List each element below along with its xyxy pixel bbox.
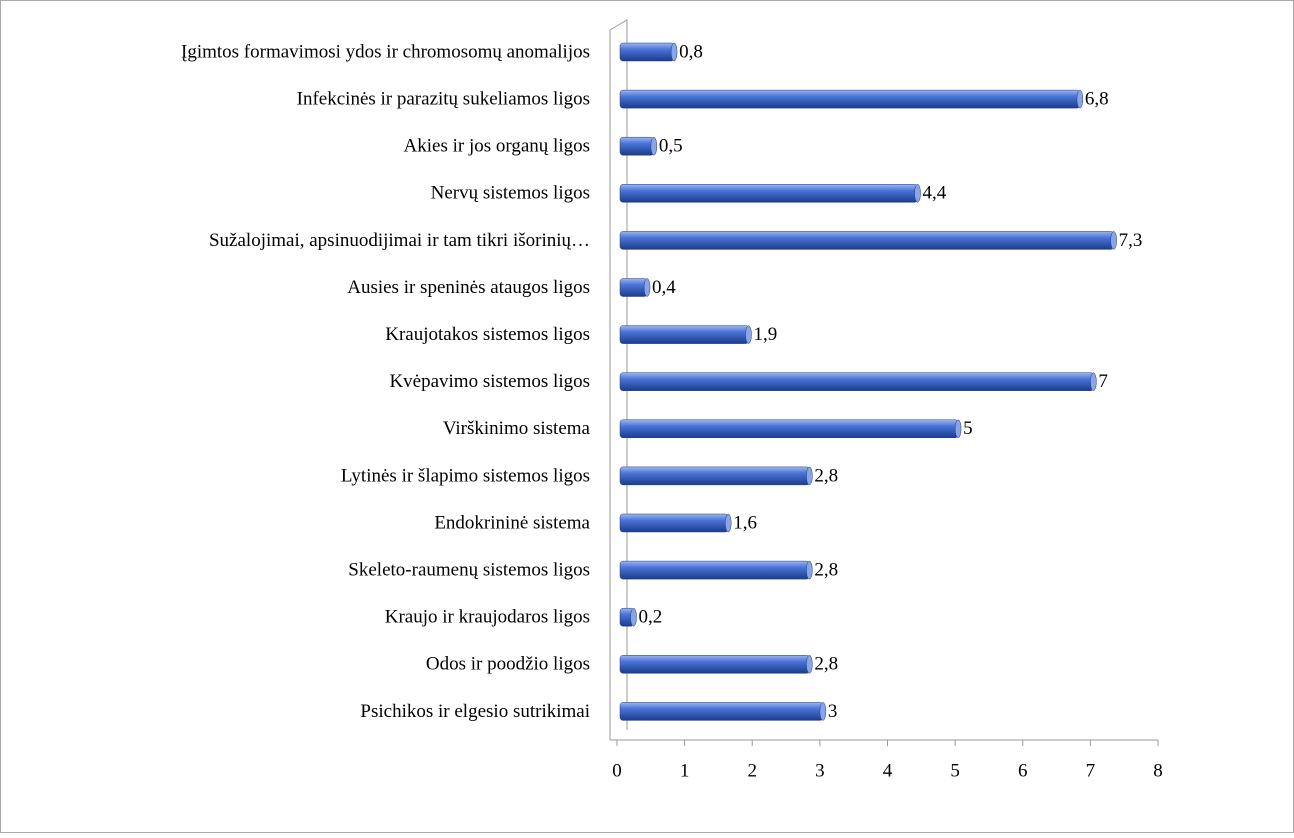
y-tick-label: Sužalojimai, apsinuodijimai ir tam tikri… — [209, 230, 590, 251]
bar-cap — [1110, 231, 1117, 250]
bar — [619, 702, 824, 721]
bar-cap — [806, 466, 813, 486]
bar — [619, 655, 810, 674]
bar — [619, 560, 810, 580]
y-tick-label: Virškinimo sistema — [443, 418, 591, 439]
bar-cap — [650, 136, 658, 156]
data-label: 1,9 — [753, 324, 777, 345]
bar-cap — [724, 513, 732, 533]
x-tick-label: 2 — [748, 760, 758, 781]
bar — [619, 136, 655, 156]
y-tick-label: Kraujotakos sistemos ligos — [385, 324, 590, 345]
data-label: 0,4 — [652, 277, 676, 298]
data-label: 6,8 — [1085, 88, 1109, 109]
bar — [619, 278, 648, 297]
bar — [619, 513, 729, 533]
x-tick-label: 4 — [883, 760, 893, 781]
data-label: 0,8 — [679, 41, 703, 62]
bar — [619, 466, 810, 486]
y-tick-label: Kraujo ir kraujodaros ligos — [385, 607, 590, 628]
data-label: 2,8 — [814, 654, 838, 675]
data-label: 0,2 — [639, 607, 663, 628]
data-label: 2,8 — [814, 559, 838, 580]
data-label: 7 — [1098, 371, 1108, 392]
bar — [619, 89, 1081, 109]
y-tick-label: Kvėpavimo sistemos ligos — [389, 371, 590, 392]
data-label: 7,3 — [1119, 230, 1143, 251]
y-tick-label: Infekcinės ir parazitų sukeliamos ligos — [297, 88, 590, 109]
bar — [619, 231, 1114, 250]
y-tick-label: Lytinės ir šlapimo sistemos ligos — [341, 465, 590, 486]
bar-cap — [1090, 372, 1097, 391]
data-label: 3 — [828, 701, 838, 722]
bar — [619, 184, 918, 203]
bar-cap — [1076, 89, 1084, 109]
x-tick-label: 1 — [680, 760, 690, 781]
x-tick-label: 0 — [612, 760, 622, 781]
bar — [619, 372, 1094, 391]
x-tick-label: 5 — [950, 760, 960, 781]
x-tick-label: 6 — [1018, 760, 1028, 781]
y-tick-label: Psichikos ir elgesio sutrikimai — [360, 701, 590, 722]
bar — [619, 419, 959, 439]
y-tick-label: Skeleto-raumenų sistemos ligos — [348, 559, 590, 580]
x-tick-label: 3 — [815, 760, 825, 781]
bar-cap — [954, 419, 962, 439]
y-tick-label: Endokrininė sistema — [434, 512, 590, 533]
bar — [619, 42, 675, 62]
bar-cap — [819, 702, 827, 721]
y-tick-label: Nervų sistemos ligos — [431, 183, 590, 204]
data-label: 1,6 — [733, 512, 757, 533]
y-tick-label: Akies ir jos organų ligos — [404, 136, 590, 157]
y-tick-label: Odos ir poodžio ligos — [426, 654, 590, 675]
data-label: 5 — [963, 418, 973, 439]
bar-cap — [643, 278, 651, 297]
data-label: 0,5 — [659, 136, 683, 157]
x-tick-label: 7 — [1086, 760, 1096, 781]
bar-cap — [806, 655, 813, 674]
y-tick-label: Įgimtos formavimosi ydos ir chromosomų a… — [181, 41, 590, 62]
bar-cap — [630, 607, 637, 627]
bar — [619, 325, 749, 344]
bar-cap — [806, 560, 813, 580]
y-tick-label: Ausies ir speninės ataugos ligos — [347, 277, 590, 298]
bar-cap — [745, 325, 752, 344]
data-label: 2,8 — [814, 465, 838, 486]
bar-cap — [670, 42, 678, 62]
x-tick-label: 8 — [1153, 760, 1163, 781]
bar-cap — [914, 184, 921, 203]
data-label: 4,4 — [923, 183, 947, 204]
